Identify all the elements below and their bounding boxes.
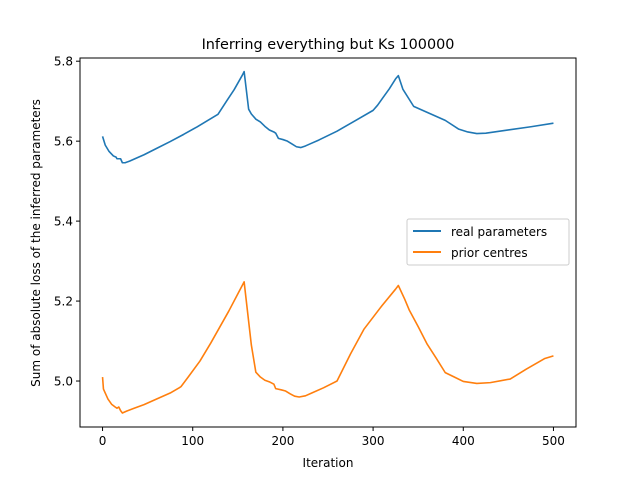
x-tick-label: 300	[362, 434, 385, 448]
x-tick-label: 400	[452, 434, 475, 448]
legend: real parameters prior centres	[406, 218, 570, 266]
x-axis: 0 100 200 300 400 500	[99, 427, 565, 448]
legend-box	[406, 218, 570, 266]
x-tick-label: 200	[271, 434, 294, 448]
y-tick-label: 5.2	[54, 295, 73, 309]
y-tick-label: 5.8	[54, 55, 73, 69]
y-axis: 5.0 5.2 5.4 5.6 5.8	[54, 55, 80, 389]
legend-label-prior-centres: prior centres	[451, 246, 528, 260]
y-tick-label: 5.6	[54, 135, 73, 149]
x-tick-label: 500	[542, 434, 565, 448]
y-tick-label: 5.4	[54, 215, 73, 229]
series-layer	[101, 70, 554, 414]
plot-frame	[79, 57, 577, 428]
series-line-real-parameters	[101, 70, 554, 164]
chart-title: Inferring everything but Ks 100000	[202, 37, 455, 53]
x-axis-label: Iteration	[303, 456, 354, 470]
legend-label-real-parameters: real parameters	[451, 225, 547, 239]
series-line-prior-centres	[101, 281, 554, 414]
y-tick-label: 5.0	[54, 375, 73, 389]
x-tick-label: 100	[181, 434, 204, 448]
x-tick-label: 0	[99, 434, 107, 448]
y-axis-label: Sum of absolute loss of the inferred par…	[29, 99, 43, 387]
